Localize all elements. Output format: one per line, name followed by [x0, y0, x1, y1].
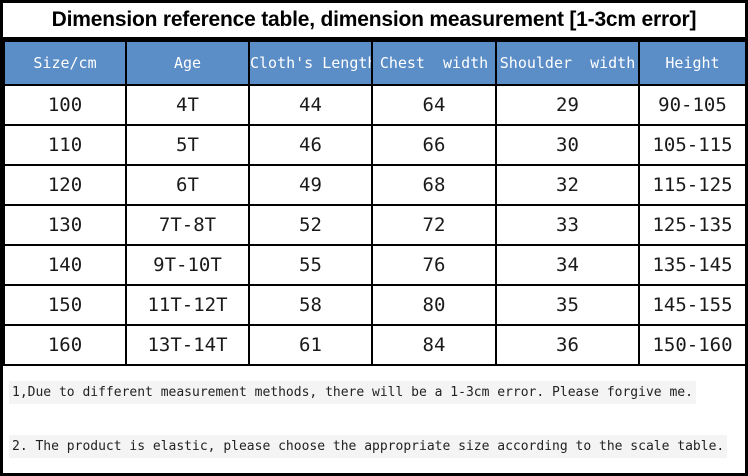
- size-cell: 150: [3, 284, 127, 326]
- height-cell: 105-115: [638, 124, 745, 166]
- footnotes: 1,Due to different measurement methods, …: [3, 366, 745, 473]
- table-row: 140 9T-10T 55 76 34 135-145: [3, 244, 745, 286]
- size-cell: 120: [3, 164, 127, 206]
- age-cell: 5T: [125, 124, 250, 166]
- age-cell: 6T: [125, 164, 250, 206]
- length-cell: 55: [248, 244, 373, 286]
- length-cell: 58: [248, 284, 373, 326]
- note-measurement-error: 1,Due to different measurement methods, …: [9, 381, 696, 405]
- chest-cell: 68: [371, 164, 497, 206]
- table-row: 120 6T 49 68 32 115-125: [3, 164, 745, 206]
- size-cell: 160: [3, 324, 127, 366]
- column-header-age: Age: [125, 40, 250, 86]
- column-header-size: Size/cm: [3, 40, 127, 86]
- length-cell: 61: [248, 324, 373, 366]
- size-cell: 100: [3, 84, 127, 126]
- shoulder-cell: 30: [495, 124, 640, 166]
- size-table: Size/cm Age Cloth's Length Chest width S…: [3, 40, 745, 366]
- table-row: 130 7T-8T 52 72 33 125-135: [3, 204, 745, 246]
- height-cell: 115-125: [638, 164, 745, 206]
- height-cell: 90-105: [638, 84, 745, 126]
- age-cell: 9T-10T: [125, 244, 250, 286]
- table-row: 150 11T-12T 58 80 35 145-155: [3, 284, 745, 326]
- note-row: 1,Due to different measurement methods, …: [3, 366, 745, 420]
- length-cell: 49: [248, 164, 373, 206]
- length-cell: 44: [248, 84, 373, 126]
- chest-cell: 80: [371, 284, 497, 326]
- header-row: Size/cm Age Cloth's Length Chest width S…: [3, 40, 745, 86]
- chest-cell: 66: [371, 124, 497, 166]
- column-header-length: Cloth's Length: [248, 40, 373, 86]
- shoulder-cell: 29: [495, 84, 640, 126]
- shoulder-cell: 34: [495, 244, 640, 286]
- chest-cell: 76: [371, 244, 497, 286]
- size-cell: 140: [3, 244, 127, 286]
- length-cell: 46: [248, 124, 373, 166]
- shoulder-cell: 32: [495, 164, 640, 206]
- age-cell: 7T-8T: [125, 204, 250, 246]
- column-header-shoulder: Shoulder width: [495, 40, 640, 86]
- title-band: Dimension reference table, dimension mea…: [3, 3, 745, 40]
- column-header-chest: Chest width: [371, 40, 497, 86]
- shoulder-cell: 33: [495, 204, 640, 246]
- height-cell: 125-135: [638, 204, 745, 246]
- table-row: 100 4T 44 64 29 90-105: [3, 84, 745, 126]
- shoulder-cell: 36: [495, 324, 640, 366]
- chest-cell: 64: [371, 84, 497, 126]
- note-row: 2. The product is elastic, please choose…: [3, 420, 745, 474]
- shoulder-cell: 35: [495, 284, 640, 326]
- table-row: 160 13T-14T 61 84 36 150-160: [3, 324, 745, 366]
- size-cell: 110: [3, 124, 127, 166]
- age-cell: 4T: [125, 84, 250, 126]
- age-cell: 11T-12T: [125, 284, 250, 326]
- table-row: 110 5T 46 66 30 105-115: [3, 124, 745, 166]
- column-header-height: Height: [638, 40, 745, 86]
- chest-cell: 72: [371, 204, 497, 246]
- note-elastic-sizing: 2. The product is elastic, please choose…: [9, 434, 728, 458]
- chest-cell: 84: [371, 324, 497, 366]
- height-cell: 145-155: [638, 284, 745, 326]
- size-cell: 130: [3, 204, 127, 246]
- length-cell: 52: [248, 204, 373, 246]
- age-cell: 13T-14T: [125, 324, 250, 366]
- page-title: Dimension reference table, dimension mea…: [51, 8, 697, 31]
- height-cell: 150-160: [638, 324, 745, 366]
- height-cell: 135-145: [638, 244, 745, 286]
